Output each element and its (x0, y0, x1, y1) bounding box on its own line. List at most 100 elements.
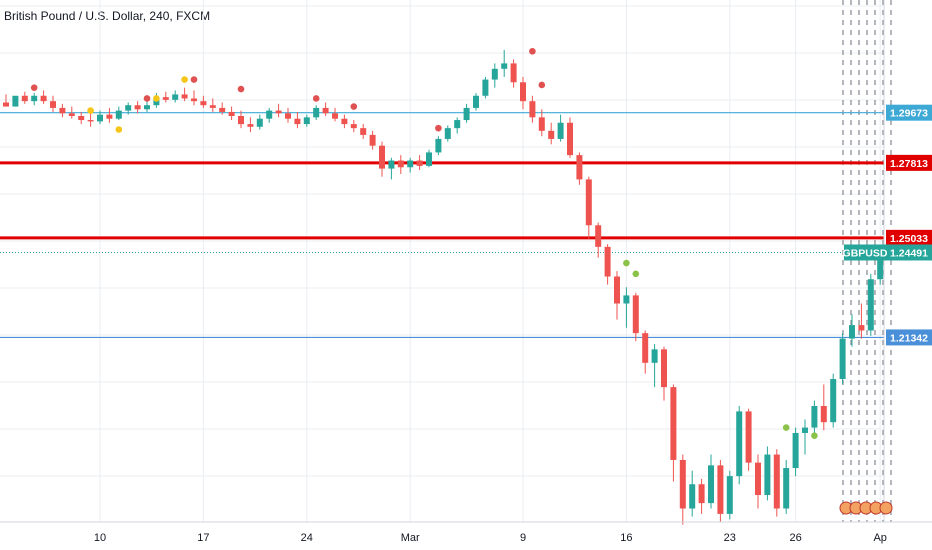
x-tick-label: Ap (873, 532, 886, 544)
signal-marker (811, 432, 818, 439)
candle (31, 93, 38, 106)
candle-body (172, 94, 179, 100)
candle (379, 141, 385, 177)
candle (397, 155, 404, 174)
candle-body (21, 95, 28, 102)
candle (416, 155, 423, 170)
candle-body (632, 295, 639, 334)
price-tag: 1.27813 (886, 154, 932, 171)
price-tag-label: 1.27813 (890, 158, 928, 170)
candle-body (576, 155, 583, 180)
price-tag-bg (886, 154, 932, 171)
candle (444, 125, 451, 142)
candle (830, 373, 837, 428)
candle (294, 111, 301, 129)
signal-marker (143, 95, 151, 102)
candle-body (557, 122, 564, 139)
candle-body (548, 130, 555, 139)
candle (115, 106, 122, 121)
candle (595, 222, 602, 258)
candle-body (407, 160, 414, 168)
current-price-tag-bg (886, 244, 932, 261)
signal-marker (782, 424, 790, 431)
candle (548, 122, 555, 145)
candle-body (115, 110, 122, 119)
candle (839, 333, 846, 385)
signal-marker (87, 107, 94, 114)
price-tag-label: 1.29673 (890, 108, 928, 120)
candle-body (181, 94, 188, 99)
candle (670, 384, 677, 482)
x-axis-labels: 10 17 24 Mar 9 16 23 26 Ap (94, 532, 887, 544)
candle-body (726, 476, 733, 514)
x-tick-label: 24 (301, 532, 313, 544)
candle (651, 343, 658, 388)
candle (604, 244, 611, 285)
candle-body (3, 102, 9, 107)
candle-body (134, 105, 141, 110)
candle-body (623, 295, 630, 304)
candle (21, 91, 28, 104)
candle (576, 152, 583, 185)
symbol-tag-bg (844, 244, 886, 261)
candle (802, 419, 808, 455)
candle (78, 111, 85, 125)
signal-marker (30, 84, 38, 91)
candle-body (811, 406, 818, 428)
candle-body (426, 152, 432, 166)
candle-body (59, 107, 66, 114)
candle (191, 90, 197, 106)
candle (867, 273, 874, 336)
candle-body (341, 118, 348, 125)
candle-body (783, 468, 790, 509)
price-tag-bg (886, 329, 932, 346)
candle-body (209, 105, 216, 108)
candle (454, 117, 461, 134)
candle (256, 114, 263, 130)
x-tick-label: Mar (401, 532, 420, 544)
candle (623, 287, 630, 328)
candle (745, 408, 752, 471)
candle-body (839, 338, 846, 380)
candle (679, 454, 686, 525)
candle (538, 109, 545, 137)
candle (68, 106, 75, 119)
candle-body (501, 63, 508, 69)
candle-body (40, 95, 47, 102)
candle-body (50, 101, 56, 108)
candle (3, 94, 9, 107)
chart-title: British Pound / U.S. Dollar, 240, FXCM (4, 9, 211, 23)
candle-body (538, 117, 545, 131)
candle (435, 136, 442, 156)
candle (341, 114, 348, 129)
candle-body (322, 107, 329, 114)
candle (350, 120, 357, 133)
candle (275, 103, 282, 118)
candle-body (31, 95, 38, 102)
signal-marker (632, 270, 640, 278)
candle (87, 113, 94, 127)
x-tick-label: 26 (789, 532, 801, 544)
candle (332, 107, 338, 122)
candle-body (858, 325, 865, 331)
candle (661, 346, 667, 401)
candle (755, 454, 761, 509)
candle-body (802, 427, 808, 433)
candle-body (97, 114, 103, 122)
candle (247, 117, 254, 133)
candle (285, 107, 291, 123)
candle-body (87, 120, 94, 122)
candle-body (595, 225, 602, 247)
price-tag-bg (886, 229, 932, 246)
candle-body (773, 454, 780, 509)
candle-body (247, 124, 254, 127)
signal-marker (529, 47, 536, 55)
candle-body (379, 145, 385, 169)
x-tick-label: 23 (724, 532, 736, 544)
event-flag-icon (879, 501, 893, 515)
candle (520, 76, 526, 110)
candle-body (745, 411, 752, 463)
candle-body (200, 101, 207, 106)
candle (491, 63, 498, 88)
